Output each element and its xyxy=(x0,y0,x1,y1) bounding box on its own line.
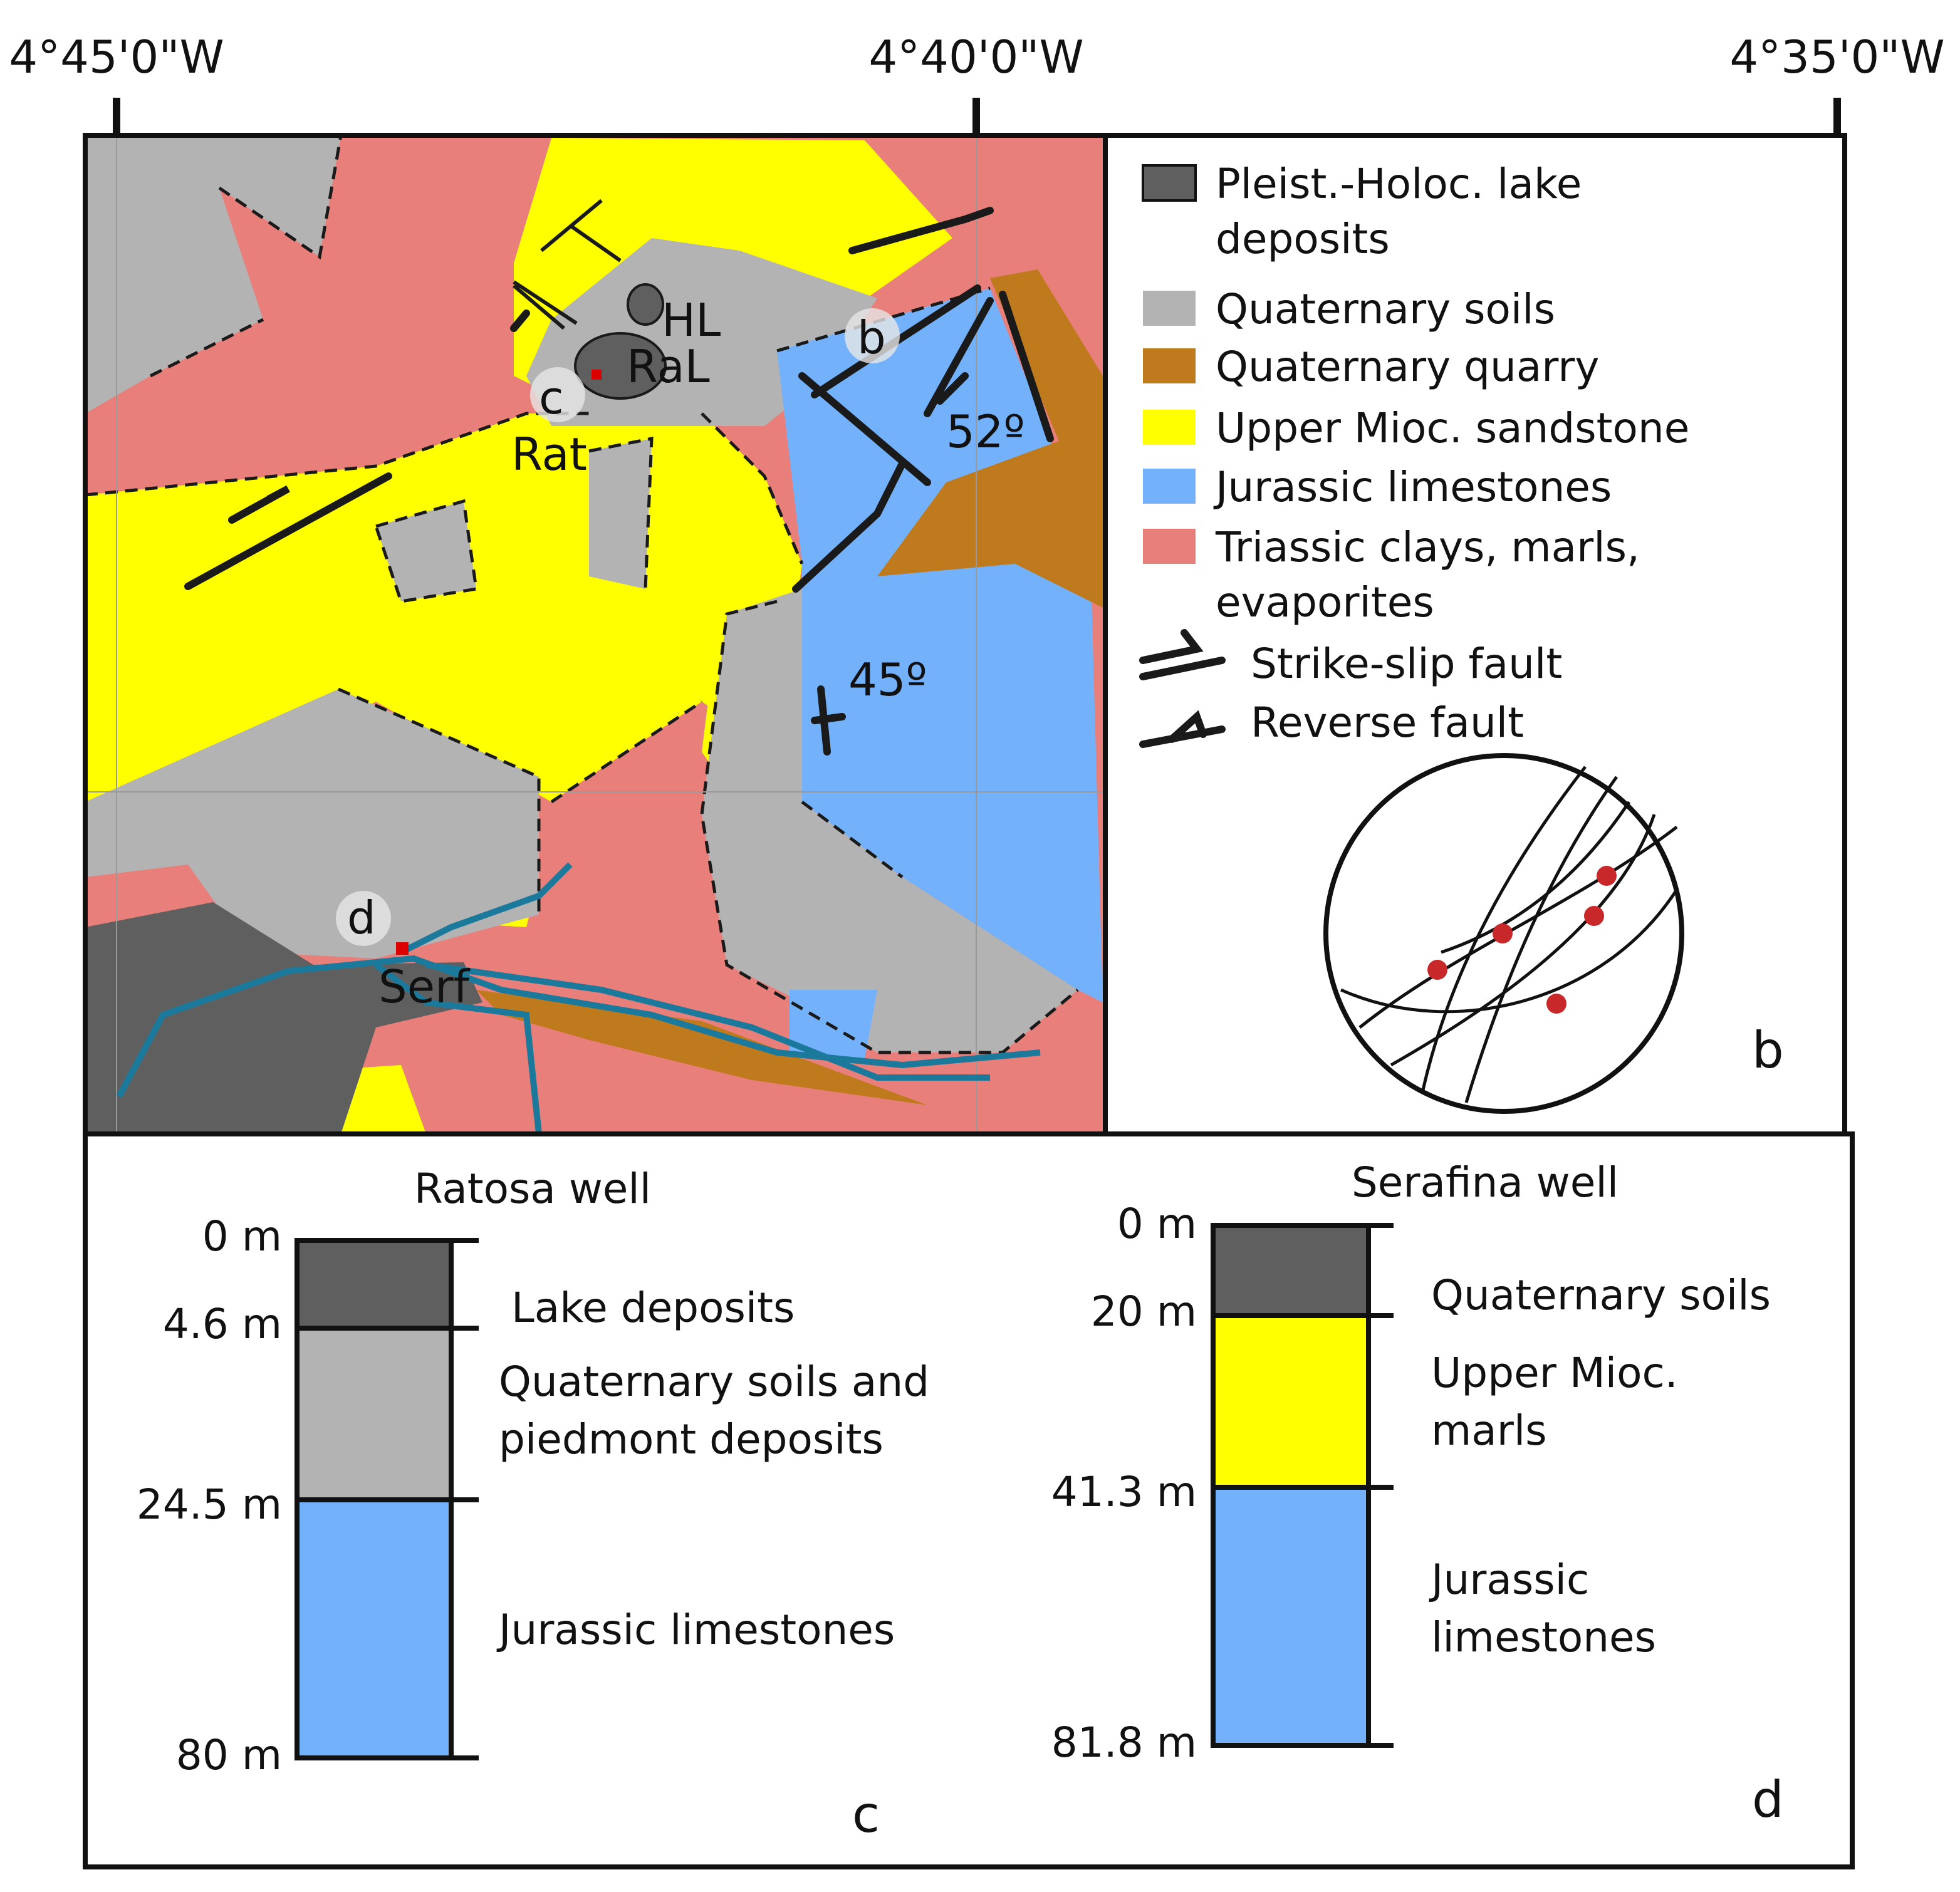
pole xyxy=(1584,906,1604,926)
longitude-label: 4°40'0"W xyxy=(868,31,1083,83)
legend-label: evaporites xyxy=(1216,578,1434,626)
panel-letter: d xyxy=(1752,1770,1784,1829)
longitude-label: 4°45'0"W xyxy=(9,31,224,83)
depth-label: 4.6 m xyxy=(163,1300,282,1348)
panel-letter: c xyxy=(852,1785,880,1844)
depth-line xyxy=(1213,1223,1394,1748)
layer-label: Quaternary soils xyxy=(1431,1271,1771,1319)
stereonet-plane xyxy=(1340,766,1679,1103)
legend-symbol xyxy=(1139,710,1226,748)
pole xyxy=(1427,960,1447,980)
depth-label: 41.3 m xyxy=(1051,1468,1197,1516)
fold-axis xyxy=(513,199,622,330)
soils-area xyxy=(589,439,652,589)
jurassic-area xyxy=(790,990,877,1059)
depth-label: 81.8 m xyxy=(1051,1718,1197,1767)
pole xyxy=(1597,866,1617,886)
site-marker xyxy=(530,367,585,422)
layer-label: Upper Mioc. xyxy=(1431,1349,1678,1397)
stereonet xyxy=(1323,753,1684,1114)
layer-label: Jurassic limestones xyxy=(496,1606,895,1654)
legend-swatch xyxy=(1142,164,1197,202)
map-label: Serf xyxy=(378,960,471,1013)
frames: 4°45'0"W 4°40'0"W 4°35'0"W xyxy=(9,31,1945,1869)
map-label: 45º xyxy=(848,653,927,706)
soils-area xyxy=(85,689,539,959)
map-label: b xyxy=(857,311,886,364)
legend-label: Pleist.-Holoc. lake xyxy=(1216,160,1582,208)
legend-label: Strike-slip fault xyxy=(1251,640,1562,688)
map-label: HL xyxy=(662,294,721,346)
soils-area xyxy=(376,501,476,601)
legend-label: Jurassic limestones xyxy=(1213,463,1612,511)
site-marker xyxy=(336,891,391,946)
lake xyxy=(574,332,667,400)
depth-label: 24.5 m xyxy=(137,1480,282,1529)
layer-label: Quaternary soils and xyxy=(499,1358,929,1406)
legend-label: Quaternary soils xyxy=(1216,285,1555,333)
well-layer xyxy=(297,1240,451,1328)
stereonet-poles xyxy=(1427,866,1617,1014)
layer-label: marls xyxy=(1431,1406,1547,1455)
site-marker xyxy=(845,308,900,363)
river xyxy=(116,862,1041,1135)
legend-swatch xyxy=(1143,410,1196,445)
lake xyxy=(627,283,664,326)
legend-swatch xyxy=(1143,529,1196,564)
legend-label: Reverse fault xyxy=(1251,699,1524,747)
geologic-map: HL RaL Rat Serf b c d 52º 45º xyxy=(85,135,1105,1135)
pole xyxy=(1546,994,1566,1014)
well-layer xyxy=(1213,1316,1368,1487)
depth-label: 80 m xyxy=(176,1731,282,1779)
map-label: 52º xyxy=(946,405,1025,458)
well-layer xyxy=(1213,1225,1368,1316)
legend-swatch xyxy=(1143,291,1196,326)
well-title: Ratosa well xyxy=(414,1165,651,1213)
legend-label: deposits xyxy=(1216,215,1390,263)
well-layer xyxy=(297,1500,451,1758)
legend-swatch xyxy=(1143,469,1196,504)
map-label: d xyxy=(347,891,376,944)
well-layer xyxy=(297,1328,451,1500)
lake-area xyxy=(85,902,482,1134)
well-layer xyxy=(1213,1487,1368,1745)
depth-line xyxy=(297,1238,479,1760)
layer-label: Lake deposits xyxy=(511,1284,795,1332)
frame xyxy=(83,1131,1855,1869)
soils-area xyxy=(85,135,341,413)
layer-label: limestones xyxy=(1431,1613,1656,1661)
quarry-area xyxy=(476,990,927,1105)
well-marker xyxy=(396,942,409,955)
legend-text: Pleist.-Holoc. lake deposits Quaternary so… xyxy=(1213,160,1689,747)
legend-label: Triassic clays, marls, xyxy=(1215,523,1640,571)
depth-label: 0 m xyxy=(1117,1200,1197,1248)
well-text: Ratosa well 0 m 4.6 m 24.5 m 80 m Lake deposi… xyxy=(137,1158,1771,1779)
panel-letter: b xyxy=(1752,1021,1784,1079)
legend-label: Quaternary quarry xyxy=(1216,343,1599,391)
map-label: c xyxy=(539,372,564,424)
wells: Ratosa well 0 m 4.6 m 24.5 m 80 m Lake deposi… xyxy=(137,1158,1784,1844)
pole xyxy=(1493,923,1513,943)
legend-symbol xyxy=(1139,629,1226,680)
legend-label: Upper Mioc. sandstone xyxy=(1216,404,1689,452)
legend: Pleist.-Holoc. lake deposits Quaternary so… xyxy=(1139,160,1784,1114)
longitude-label: 4°35'0"W xyxy=(1729,31,1944,83)
depth-label: 20 m xyxy=(1091,1287,1197,1336)
quarry-area xyxy=(877,269,1103,608)
map-label: RaL xyxy=(627,340,710,393)
legend-swatch xyxy=(1143,348,1196,383)
map-label: Rat xyxy=(511,428,587,481)
depth-label: 0 m xyxy=(202,1212,282,1260)
well-title: Serafina well xyxy=(1352,1158,1619,1207)
well-marker xyxy=(592,370,602,380)
layer-label: piedmont deposits xyxy=(499,1415,884,1463)
soils-area xyxy=(702,589,1078,1053)
layer-label: Jurassic xyxy=(1429,1556,1589,1604)
